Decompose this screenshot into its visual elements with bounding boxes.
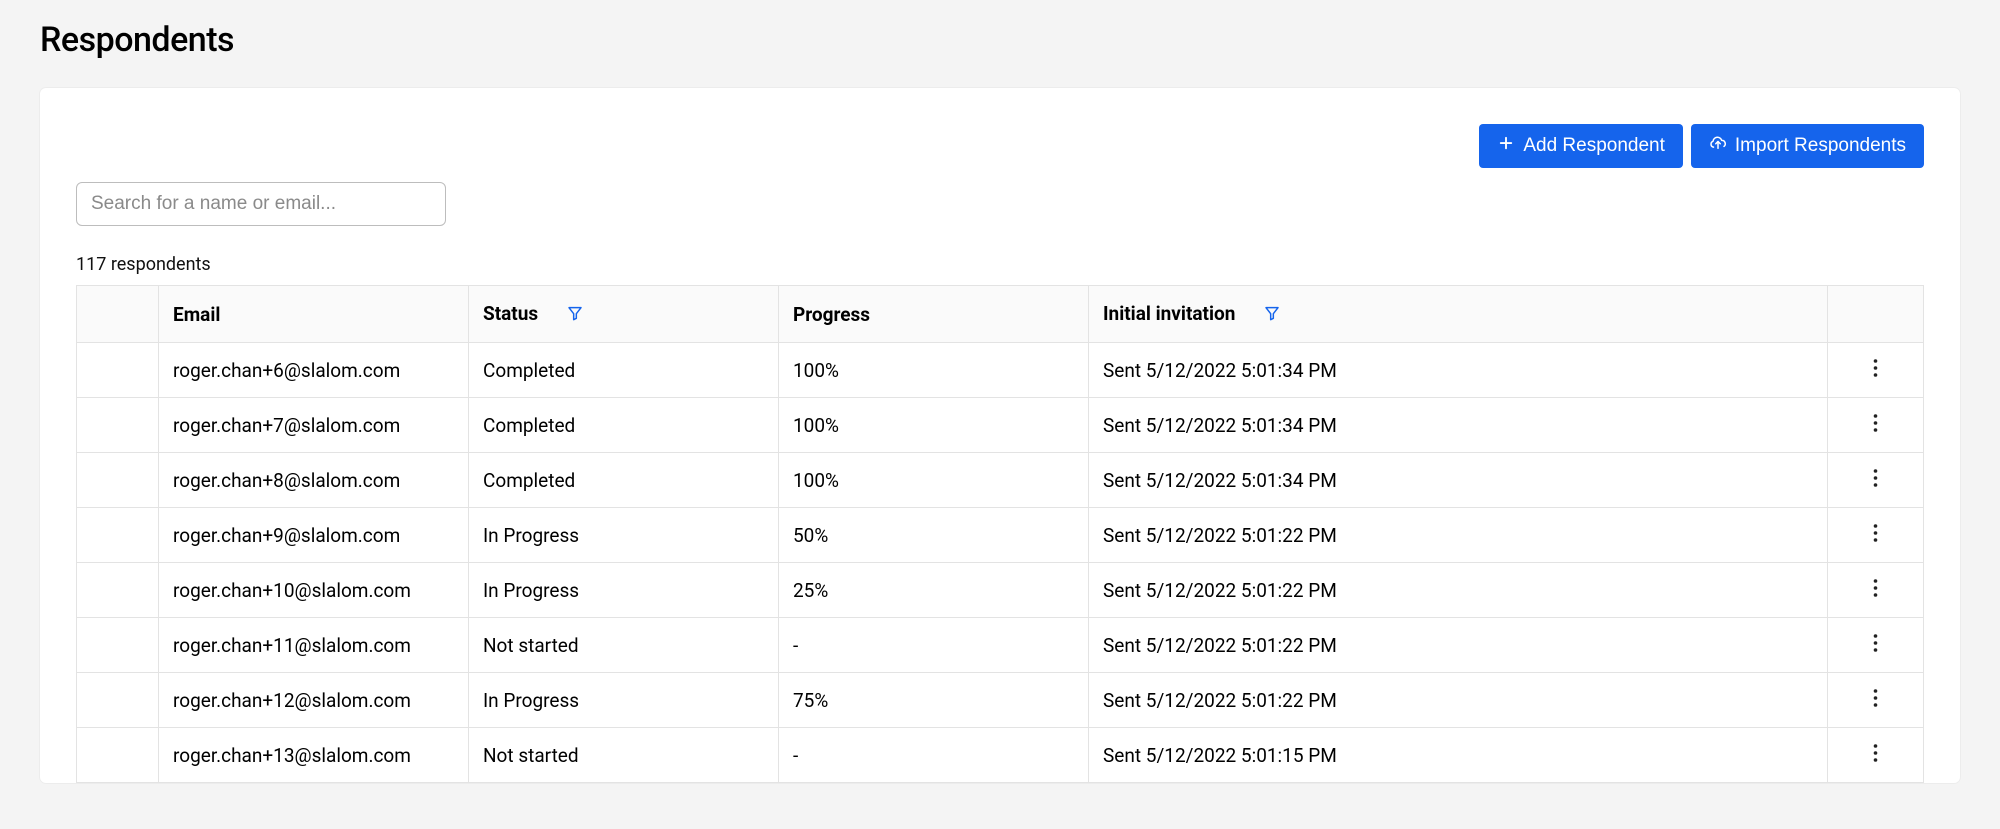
- cell-invitation: Sent 5/12/2022 5:01:34 PM: [1089, 398, 1828, 453]
- cell-progress: -: [779, 618, 1089, 673]
- cell-email: roger.chan+6@slalom.com: [159, 343, 469, 398]
- cell-progress: 25%: [779, 563, 1089, 618]
- row-actions-button[interactable]: [1865, 740, 1886, 770]
- cell-actions: [1828, 508, 1924, 563]
- table-row: roger.chan+10@slalom.comIn Progress25%Se…: [77, 563, 1924, 618]
- row-select-cell[interactable]: [77, 453, 159, 508]
- more-vertical-icon: [1873, 415, 1878, 437]
- page-title: Respondents: [40, 20, 1960, 60]
- row-actions-button[interactable]: [1865, 575, 1886, 605]
- cell-status: Completed: [469, 453, 779, 508]
- cell-progress: 100%: [779, 398, 1089, 453]
- row-actions-button[interactable]: [1865, 520, 1886, 550]
- table-row: roger.chan+13@slalom.comNot started-Sent…: [77, 728, 1924, 783]
- column-header-invitation-label: Initial invitation: [1103, 302, 1235, 325]
- row-select-cell[interactable]: [77, 343, 159, 398]
- more-vertical-icon: [1873, 635, 1878, 657]
- table-row: roger.chan+11@slalom.comNot started-Sent…: [77, 618, 1924, 673]
- column-header-actions: [1828, 286, 1924, 343]
- table-row: roger.chan+7@slalom.comCompleted100%Sent…: [77, 398, 1924, 453]
- more-vertical-icon: [1873, 690, 1878, 712]
- cell-actions: [1828, 728, 1924, 783]
- import-respondents-label: Import Respondents: [1735, 135, 1906, 157]
- content-panel: Add Respondent Import Respondents 117 re…: [40, 88, 1960, 783]
- more-vertical-icon: [1873, 360, 1878, 382]
- page-container: Respondents Add Respondent Import: [0, 0, 2000, 783]
- cell-invitation: Sent 5/12/2022 5:01:15 PM: [1089, 728, 1828, 783]
- cell-invitation: Sent 5/12/2022 5:01:34 PM: [1089, 453, 1828, 508]
- cell-actions: [1828, 398, 1924, 453]
- table-row: roger.chan+12@slalom.comIn Progress75%Se…: [77, 673, 1924, 728]
- cell-progress: 100%: [779, 343, 1089, 398]
- cell-actions: [1828, 343, 1924, 398]
- row-select-cell[interactable]: [77, 508, 159, 563]
- row-actions-button[interactable]: [1865, 465, 1886, 495]
- cell-progress: 75%: [779, 673, 1089, 728]
- table-row: roger.chan+6@slalom.comCompleted100%Sent…: [77, 343, 1924, 398]
- table-header-row: Email Status Progress Ini: [77, 286, 1924, 343]
- cell-invitation: Sent 5/12/2022 5:01:34 PM: [1089, 343, 1828, 398]
- upload-cloud-icon: [1709, 134, 1727, 158]
- column-header-status[interactable]: Status: [469, 286, 779, 343]
- table-row: roger.chan+9@slalom.comIn Progress50%Sen…: [77, 508, 1924, 563]
- cell-status: Completed: [469, 398, 779, 453]
- cell-actions: [1828, 453, 1924, 508]
- cell-email: roger.chan+9@slalom.com: [159, 508, 469, 563]
- cell-email: roger.chan+8@slalom.com: [159, 453, 469, 508]
- column-header-progress-label: Progress: [793, 303, 870, 326]
- cell-status: In Progress: [469, 508, 779, 563]
- plus-icon: [1497, 134, 1515, 158]
- cell-status: Not started: [469, 728, 779, 783]
- more-vertical-icon: [1873, 745, 1878, 767]
- cell-progress: 100%: [779, 453, 1089, 508]
- row-select-cell[interactable]: [77, 563, 159, 618]
- more-vertical-icon: [1873, 470, 1878, 492]
- cell-email: roger.chan+11@slalom.com: [159, 618, 469, 673]
- column-header-status-label: Status: [483, 302, 538, 325]
- cell-actions: [1828, 673, 1924, 728]
- row-actions-button[interactable]: [1865, 685, 1886, 715]
- column-header-invitation[interactable]: Initial invitation: [1089, 286, 1828, 343]
- respondent-count: 117 respondents: [76, 254, 1924, 275]
- cell-actions: [1828, 563, 1924, 618]
- row-select-cell[interactable]: [77, 618, 159, 673]
- more-vertical-icon: [1873, 580, 1878, 602]
- cell-email: roger.chan+7@slalom.com: [159, 398, 469, 453]
- cell-invitation: Sent 5/12/2022 5:01:22 PM: [1089, 508, 1828, 563]
- row-actions-button[interactable]: [1865, 630, 1886, 660]
- cell-email: roger.chan+13@slalom.com: [159, 728, 469, 783]
- column-header-email-label: Email: [173, 303, 220, 326]
- cell-status: In Progress: [469, 563, 779, 618]
- respondents-table: Email Status Progress Ini: [76, 285, 1924, 783]
- import-respondents-button[interactable]: Import Respondents: [1691, 124, 1924, 168]
- cell-actions: [1828, 618, 1924, 673]
- cell-invitation: Sent 5/12/2022 5:01:22 PM: [1089, 618, 1828, 673]
- add-respondent-label: Add Respondent: [1523, 135, 1665, 157]
- toolbar: Add Respondent Import Respondents: [76, 124, 1924, 168]
- cell-status: Not started: [469, 618, 779, 673]
- cell-email: roger.chan+10@slalom.com: [159, 563, 469, 618]
- row-select-cell[interactable]: [77, 398, 159, 453]
- cell-progress: 50%: [779, 508, 1089, 563]
- cell-invitation: Sent 5/12/2022 5:01:22 PM: [1089, 673, 1828, 728]
- row-select-cell[interactable]: [77, 728, 159, 783]
- table-row: roger.chan+8@slalom.comCompleted100%Sent…: [77, 453, 1924, 508]
- cell-status: In Progress: [469, 673, 779, 728]
- cell-invitation: Sent 5/12/2022 5:01:22 PM: [1089, 563, 1828, 618]
- cell-progress: -: [779, 728, 1089, 783]
- add-respondent-button[interactable]: Add Respondent: [1479, 124, 1683, 168]
- filter-icon[interactable]: [1264, 303, 1280, 326]
- search-row: [76, 182, 1924, 226]
- more-vertical-icon: [1873, 525, 1878, 547]
- row-actions-button[interactable]: [1865, 410, 1886, 440]
- column-header-select: [77, 286, 159, 343]
- column-header-email[interactable]: Email: [159, 286, 469, 343]
- column-header-progress[interactable]: Progress: [779, 286, 1089, 343]
- cell-email: roger.chan+12@slalom.com: [159, 673, 469, 728]
- row-actions-button[interactable]: [1865, 355, 1886, 385]
- row-select-cell[interactable]: [77, 673, 159, 728]
- cell-status: Completed: [469, 343, 779, 398]
- filter-icon[interactable]: [567, 303, 583, 326]
- search-input[interactable]: [76, 182, 446, 226]
